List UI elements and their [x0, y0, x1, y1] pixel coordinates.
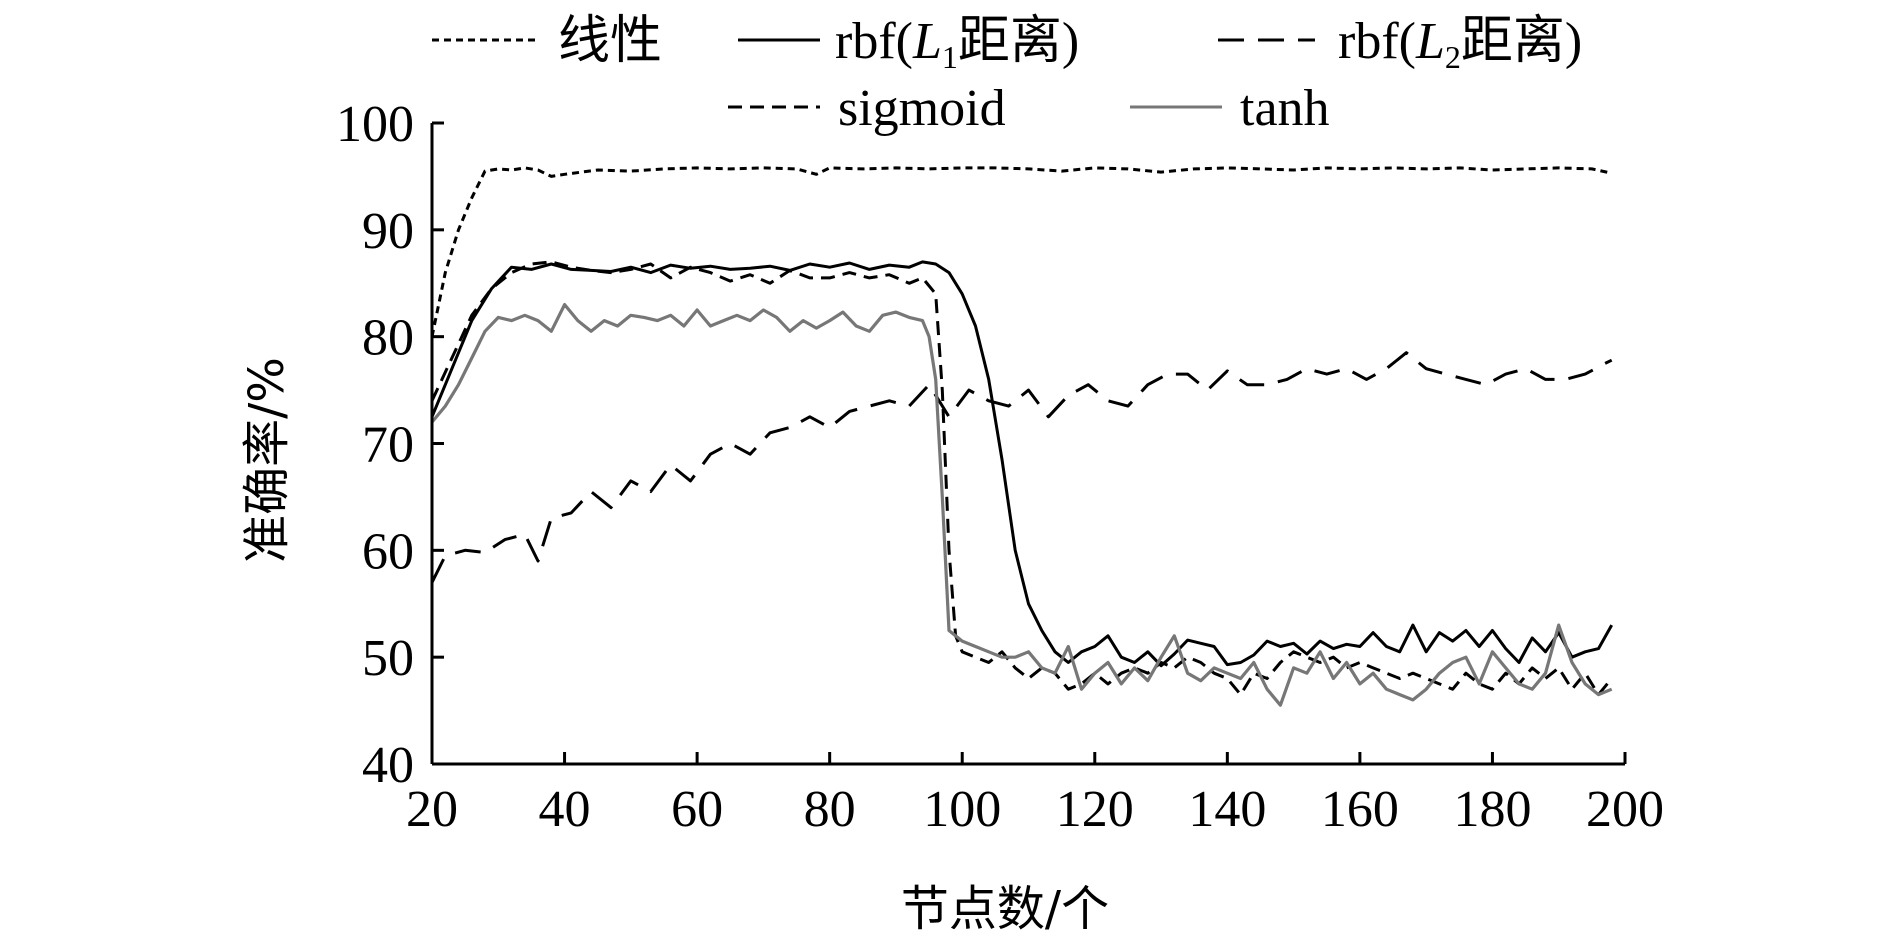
- plot-lines: [430, 166, 1614, 707]
- legend-entry-2: rbf(L1距离): [738, 13, 1079, 75]
- x-tick-label: 80: [804, 781, 856, 838]
- x-tick-label: 60: [671, 781, 723, 838]
- y-tick-label: 70: [362, 417, 414, 474]
- y-tick-label: 80: [362, 310, 414, 367]
- y-tick-label: 60: [362, 523, 414, 580]
- y-tick-label: 40: [362, 737, 414, 794]
- legend-label: 线性: [558, 13, 662, 70]
- legend-entry-4: sigmoid: [728, 80, 1006, 137]
- series-line-4: [430, 260, 1613, 697]
- series-line-5: [430, 303, 1613, 707]
- legend: 线性 rbf(L1距离) rbf(L2距离) sigmoid tanh: [432, 13, 1582, 137]
- y-axis-title: 准确率/%: [239, 357, 295, 563]
- x-tick-label: 140: [1188, 781, 1266, 838]
- legend-entry-3: rbf(L2距离): [1218, 13, 1582, 75]
- legend-label: tanh: [1240, 80, 1330, 137]
- legend-label: sigmoid: [838, 80, 1006, 137]
- legend-label: rbf(L2距离): [1338, 13, 1582, 75]
- x-tick-label: 180: [1453, 781, 1531, 838]
- x-axis-title: 节点数/个: [901, 881, 1109, 937]
- x-tick-label: 100: [923, 781, 1001, 838]
- x-tick-label: 120: [1056, 781, 1134, 838]
- x-tick-label: 40: [539, 781, 591, 838]
- series-line-1: [430, 166, 1613, 338]
- x-tick-label: 20: [406, 781, 458, 838]
- legend-entry-5: tanh: [1130, 80, 1330, 137]
- series-line-3: [430, 351, 1613, 584]
- y-tick-label: 90: [362, 203, 414, 260]
- legend-entry-1: 线性: [432, 13, 662, 70]
- legend-label: rbf(L1距离): [835, 13, 1079, 75]
- x-tick-label: 160: [1321, 781, 1399, 838]
- x-tick-label: 200: [1586, 781, 1664, 838]
- y-tick-label: 50: [362, 630, 414, 687]
- y-tick-label: 100: [336, 96, 414, 153]
